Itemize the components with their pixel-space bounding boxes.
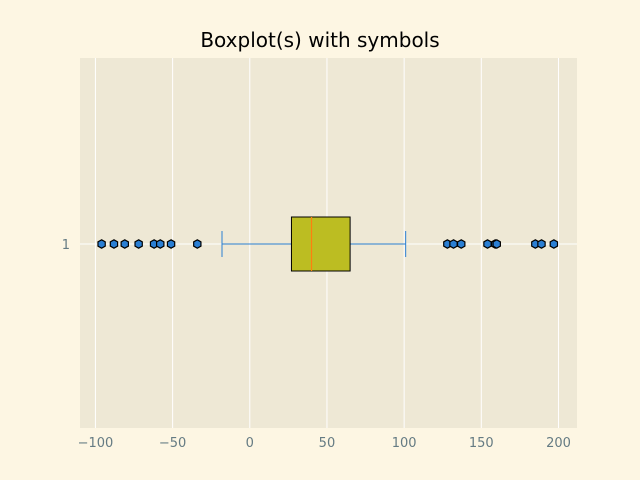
outlier-point [492,239,501,249]
outlier-point [109,239,119,249]
y-tick-label: 1 [62,238,70,253]
outlier-point [120,239,129,249]
box-iqr [290,216,351,272]
outlier-point [483,239,492,249]
outlier-point [457,239,466,249]
x-tick-label: −50 [159,436,186,451]
outlier-point [193,239,202,249]
outlier-point [549,239,559,249]
outlier-point [134,239,143,249]
outlier-point [166,239,176,249]
outlier-point [449,239,458,249]
x-tick-label: 100 [392,436,417,451]
outlier-point [97,239,106,249]
x-tick-label: 0 [246,436,254,451]
x-tick-label: 200 [546,436,571,451]
x-tick-label: 50 [319,436,336,451]
chart-title: Boxplot(s) with symbols [200,28,440,52]
outlier-point [537,239,546,249]
outlier-point [156,239,165,249]
x-tick-label: 150 [469,436,494,451]
x-tick-label: −100 [78,436,114,451]
